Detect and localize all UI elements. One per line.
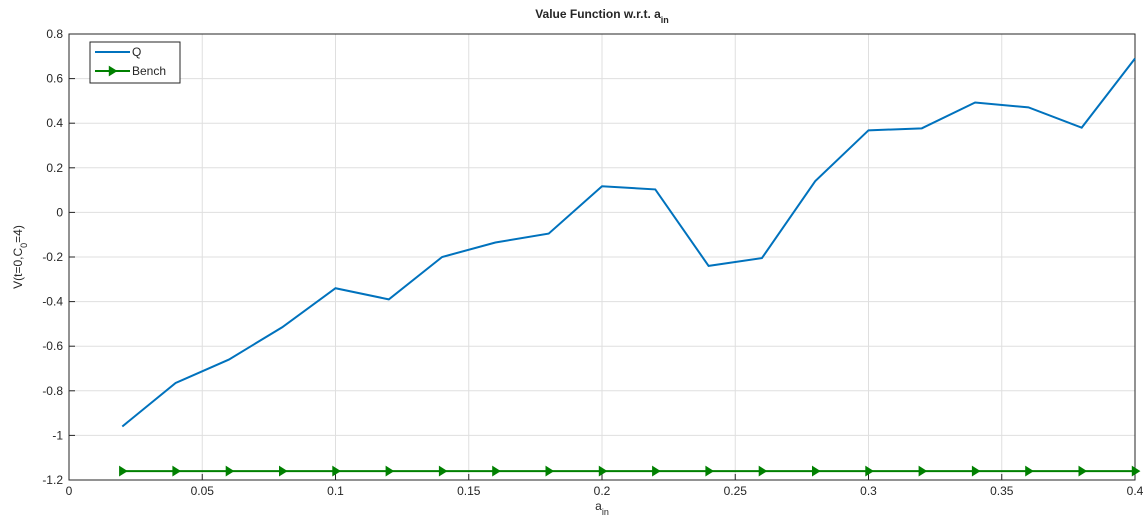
- x-tick-label: 0.25: [724, 484, 748, 498]
- x-tick-label: 0.35: [990, 484, 1014, 498]
- series-marker: [438, 465, 448, 477]
- series-marker: [279, 465, 288, 477]
- y-axis-label-part: =4): [11, 225, 25, 243]
- y-tick-label: -0.6: [42, 339, 63, 353]
- y-tick-label: -0.4: [42, 295, 63, 309]
- series-marker: [971, 465, 981, 477]
- chart-title: Value Function w.r.t. ain: [535, 7, 669, 25]
- x-tick-label: 0.2: [594, 484, 611, 498]
- y-axis-label-subscript: 0: [19, 243, 29, 248]
- series-marker: [172, 465, 182, 477]
- x-axis-label-subscript: in: [602, 507, 609, 517]
- series-marker: [1025, 465, 1034, 477]
- legend-box: [89, 41, 181, 84]
- series-marker: [758, 465, 768, 477]
- series-marker: [598, 465, 608, 477]
- series-marker: [918, 465, 928, 477]
- series-marker: [1078, 465, 1088, 477]
- y-tick-label: -1.2: [42, 473, 63, 487]
- chart-title-part: Value Function w.r.t. a: [535, 7, 661, 21]
- plot-frame: [68, 33, 1136, 481]
- series-line: [121, 57, 1136, 428]
- y-axis-label: V(t=0,C0=4): [11, 225, 29, 289]
- series-marker: [332, 465, 341, 477]
- x-axis-label: ain: [595, 499, 609, 517]
- series-marker: [545, 465, 555, 477]
- x-tick-label: 0: [66, 484, 73, 498]
- y-axis-label-part: V(t=0,C: [11, 248, 25, 289]
- x-tick-label: 0.1: [327, 484, 344, 498]
- series-marker: [652, 465, 661, 477]
- series-marker: [225, 465, 235, 477]
- series-marker: [119, 465, 128, 477]
- legend-label: Bench: [132, 64, 166, 78]
- series-marker: [385, 465, 395, 477]
- x-tick-label: 0.15: [457, 484, 481, 498]
- series-marker: [812, 465, 821, 477]
- y-tick-label: 0: [56, 205, 63, 219]
- y-tick-label: 0.4: [46, 116, 63, 130]
- chart-title-subscript: in: [661, 15, 669, 25]
- x-tick-label: 0.05: [191, 484, 215, 498]
- y-tick-label: 0.2: [46, 161, 63, 175]
- x-tick-label: 0.4: [1127, 484, 1144, 498]
- y-tick-label: 0.6: [46, 72, 63, 86]
- series-marker: [1131, 465, 1141, 477]
- y-tick-label: -1: [52, 428, 63, 442]
- series-marker: [865, 465, 874, 477]
- x-axis-label-part: a: [595, 499, 602, 513]
- series-marker: [705, 465, 715, 477]
- series-marker: [492, 465, 501, 477]
- y-tick-label: -0.8: [42, 384, 63, 398]
- legend-marker: [108, 65, 118, 77]
- y-tick-label: -0.2: [42, 250, 63, 264]
- x-tick-label: 0.3: [860, 484, 877, 498]
- y-tick-label: 0.8: [46, 27, 63, 41]
- legend-label: Q: [132, 45, 141, 59]
